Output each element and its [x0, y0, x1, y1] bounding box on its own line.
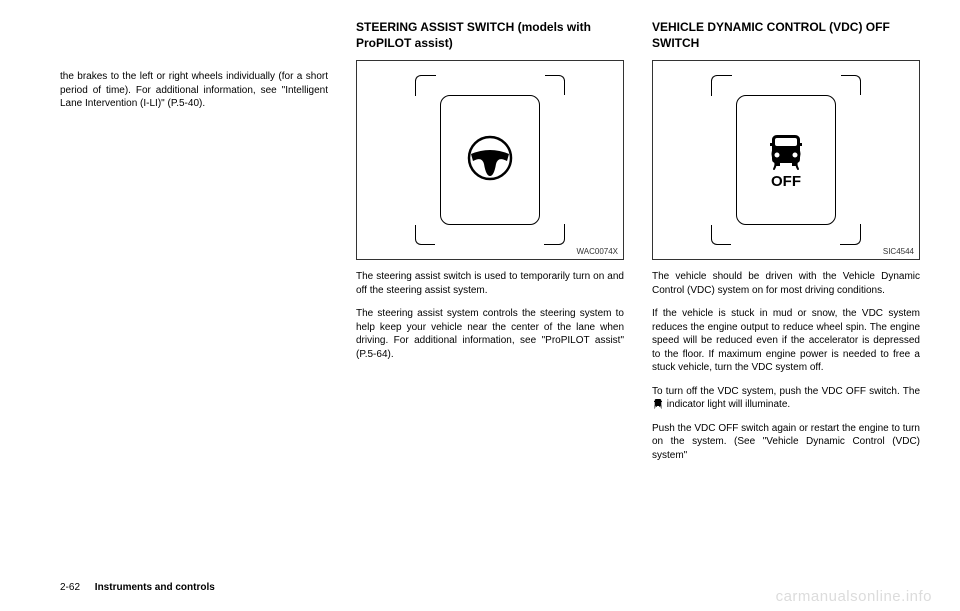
column-3: VEHICLE DYNAMIC CONTROL (VDC) OFF SWITCH…	[652, 20, 920, 540]
figure-label-col3: SIC4544	[883, 247, 914, 256]
col1-content: the brakes to the left or right wheels i…	[60, 70, 328, 111]
page-footer: 2-62 Instruments and controls	[60, 582, 215, 593]
vdc-off-icon: OFF	[762, 131, 810, 190]
page-columns: the brakes to the left or right wheels i…	[60, 20, 920, 540]
steering-assist-figure: WAC0074X	[356, 60, 624, 260]
off-label: OFF	[771, 173, 801, 190]
col2-paragraph-1: The steering assist switch is used to te…	[356, 270, 624, 297]
col3-paragraph-2: If the vehicle is stuck in mud or snow, …	[652, 307, 920, 375]
vdc-switch-frame: OFF	[736, 95, 836, 225]
column-1: the brakes to the left or right wheels i…	[60, 20, 328, 540]
vdc-off-figure: OFF SIC4544	[652, 60, 920, 260]
figure-label-col2: WAC0074X	[577, 247, 619, 256]
col3-p3-part-a: To turn off the VDC system, push the VDC…	[652, 386, 920, 397]
col3-title: VEHICLE DYNAMIC CONTROL (VDC) OFF SWITCH	[652, 20, 920, 52]
col3-p3-part-b: indicator light will illuminate.	[667, 399, 790, 410]
page-number: 2-62	[60, 582, 80, 593]
col1-paragraph-1: the brakes to the left or right wheels i…	[60, 70, 328, 111]
col2-paragraph-2: The steering assist system controls the …	[356, 307, 624, 361]
steering-wheel-icon	[466, 134, 514, 187]
vdc-indicator-icon	[652, 398, 664, 410]
column-2: STEERING ASSIST SWITCH (models with ProP…	[356, 20, 624, 540]
col3-paragraph-1: The vehicle should be driven with the Ve…	[652, 270, 920, 297]
watermark: carmanualsonline.info	[776, 588, 932, 605]
col2-title: STEERING ASSIST SWITCH (models with ProP…	[356, 20, 624, 52]
steering-switch-frame	[440, 95, 540, 225]
footer-section: Instruments and controls	[95, 582, 215, 593]
col3-paragraph-3: To turn off the VDC system, push the VDC…	[652, 385, 920, 412]
col3-paragraph-4: Push the VDC OFF switch again or restart…	[652, 422, 920, 463]
